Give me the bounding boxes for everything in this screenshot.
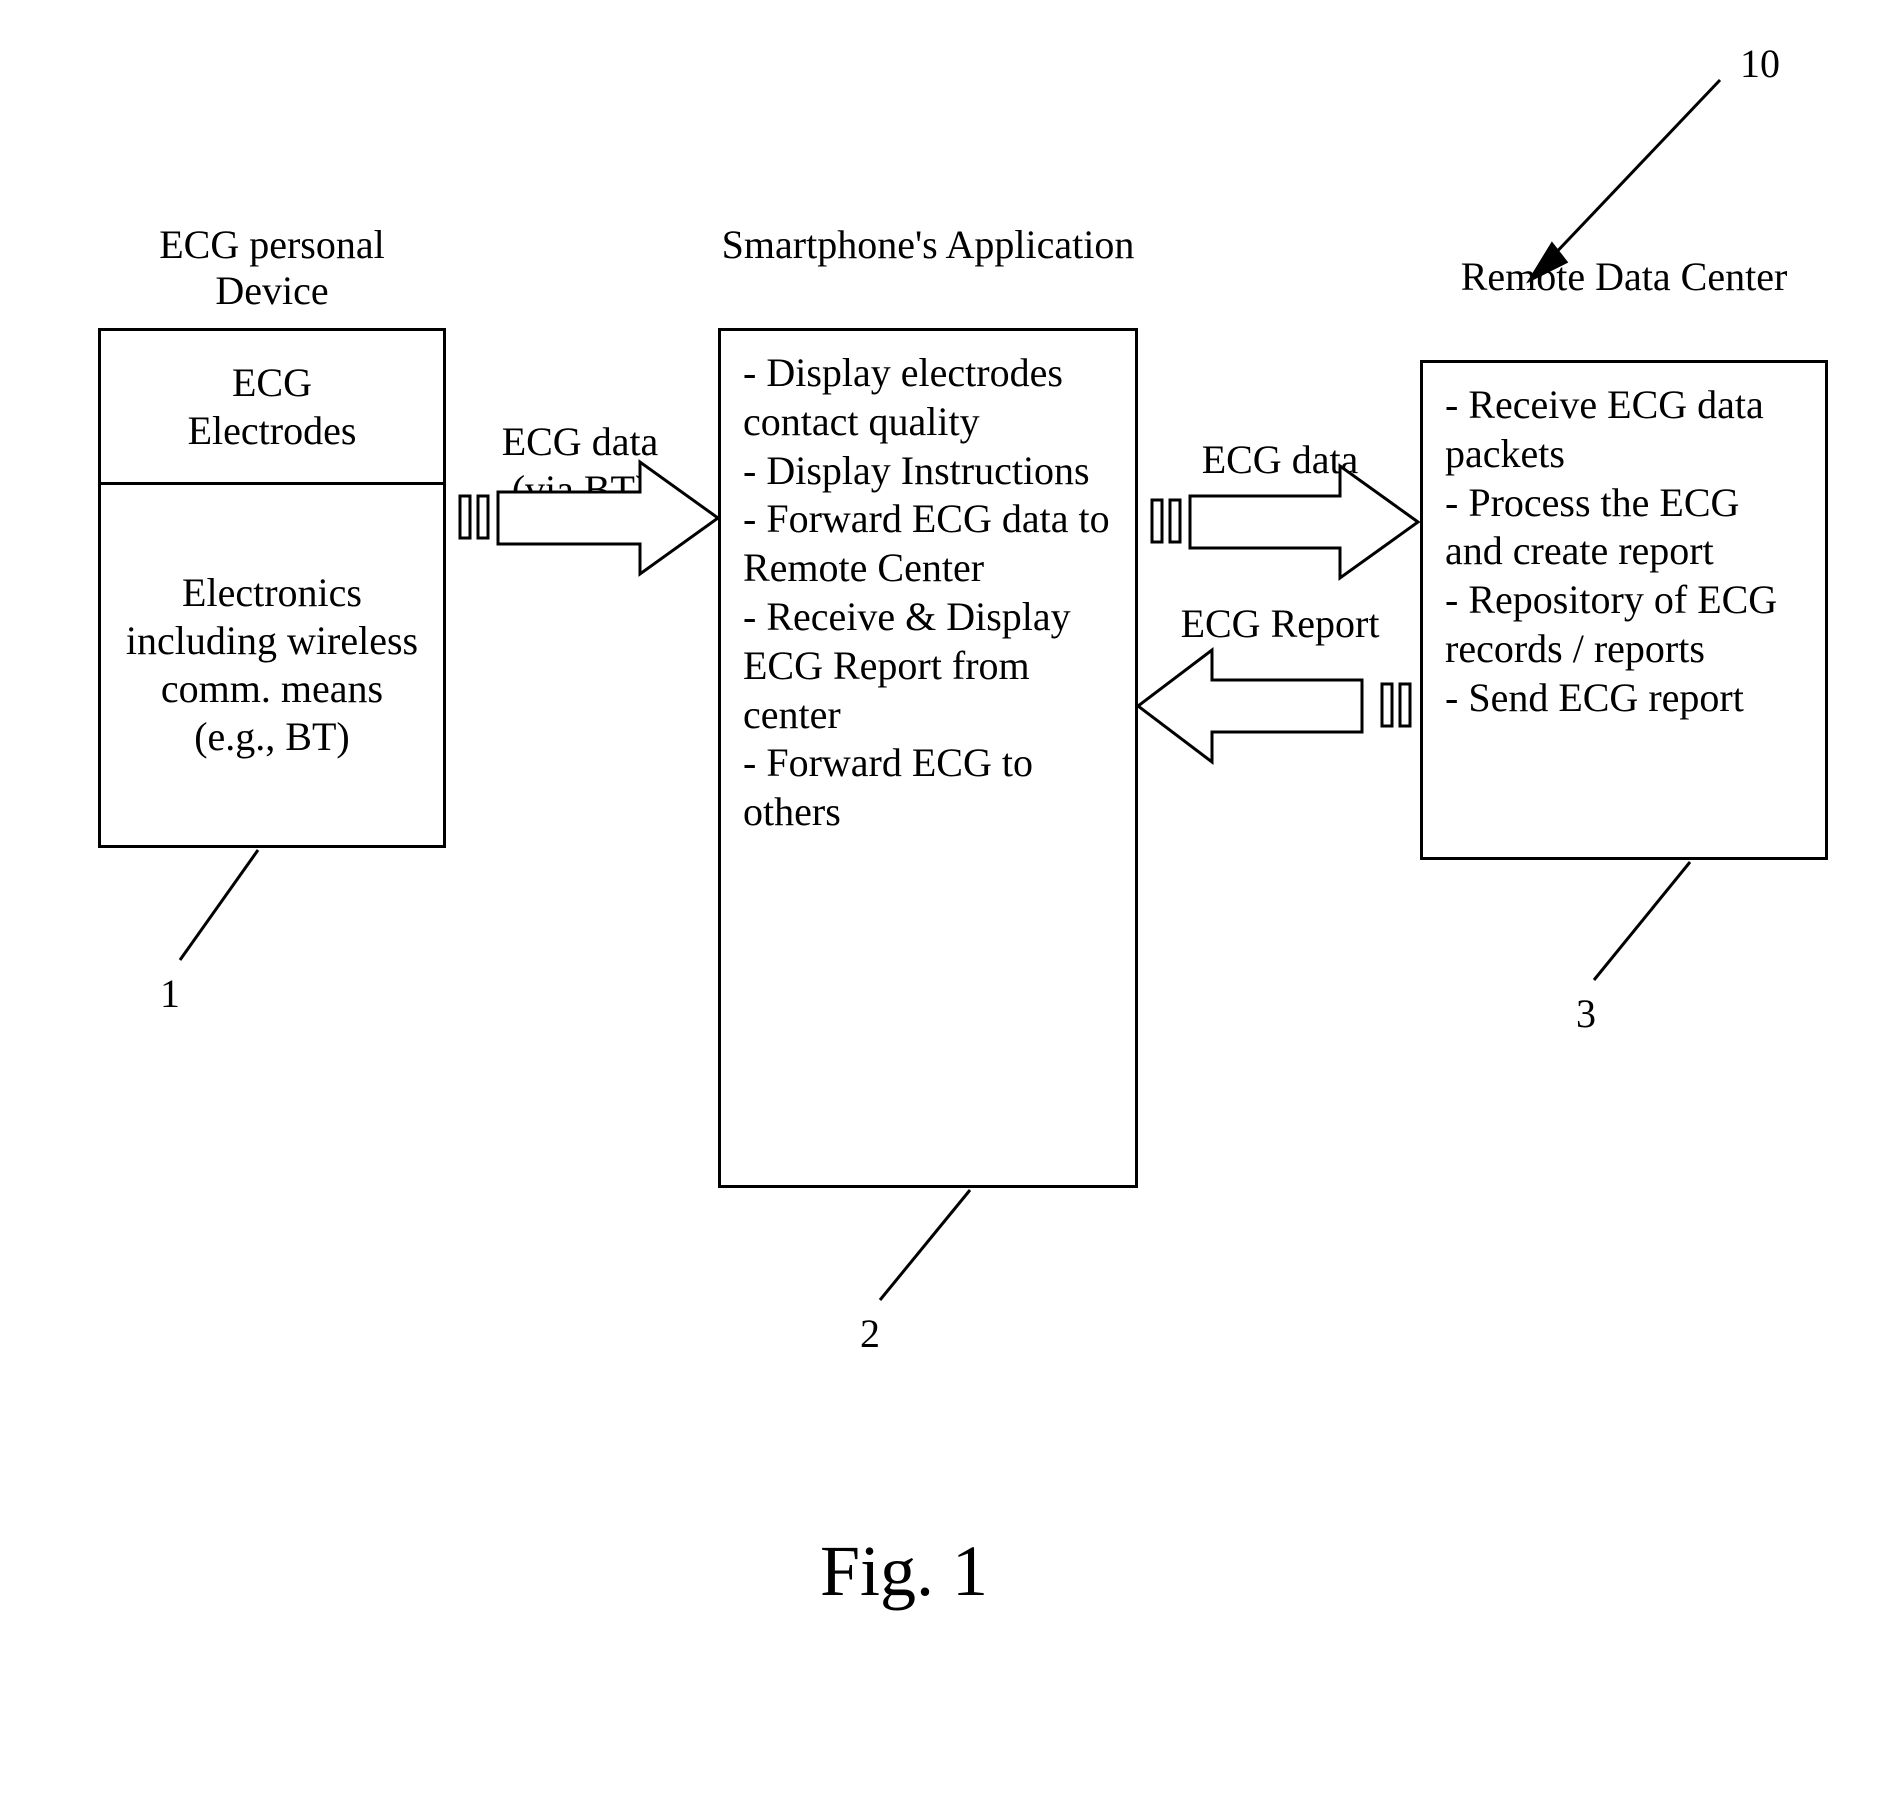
smartphone-body: - Display electrodes contact quality - D…	[721, 331, 1135, 855]
ecg-electronics-cell: Electronics including wireless comm. mea…	[101, 485, 443, 845]
arrow-label-phone-to-remote-bottom: ECG Report	[1170, 600, 1390, 648]
ref-3: 3	[1576, 990, 1596, 1037]
ref-2: 2	[860, 1310, 880, 1357]
leader-2	[880, 1190, 970, 1300]
ecg-electronics-text: Electronics including wireless comm. mea…	[119, 569, 425, 761]
arrow-label-phone-to-remote-top: ECG data	[1160, 436, 1400, 484]
ecg-device-box: ECG Electrodes Electronics including wir…	[98, 328, 446, 848]
block-arrow-remote-to-phone	[1138, 650, 1410, 762]
remote-center-body: - Receive ECG data packets - Process the…	[1423, 363, 1825, 741]
leader-3	[1594, 862, 1690, 980]
arrow-label-device-to-phone: ECG data (via BT)	[460, 418, 700, 514]
ecg-device-title: ECG personal Device	[98, 222, 446, 314]
smartphone-title: Smartphone's Application	[700, 222, 1156, 268]
ecg-electrodes-text: ECG Electrodes	[188, 359, 357, 455]
ref-1: 1	[160, 970, 180, 1017]
remote-center-title: Remote Data Center	[1400, 254, 1848, 300]
ecg-electrodes-cell: ECG Electrodes	[101, 331, 443, 485]
ref-arrow-10	[1530, 80, 1720, 280]
remote-center-box: - Receive ECG data packets - Process the…	[1420, 360, 1828, 860]
diagram-canvas: ECG personal Device Smartphone's Applica…	[0, 0, 1896, 1812]
leader-1	[180, 850, 258, 960]
ref-10: 10	[1740, 40, 1780, 87]
figure-caption: Fig. 1	[820, 1530, 988, 1613]
smartphone-box: - Display electrodes contact quality - D…	[718, 328, 1138, 1188]
